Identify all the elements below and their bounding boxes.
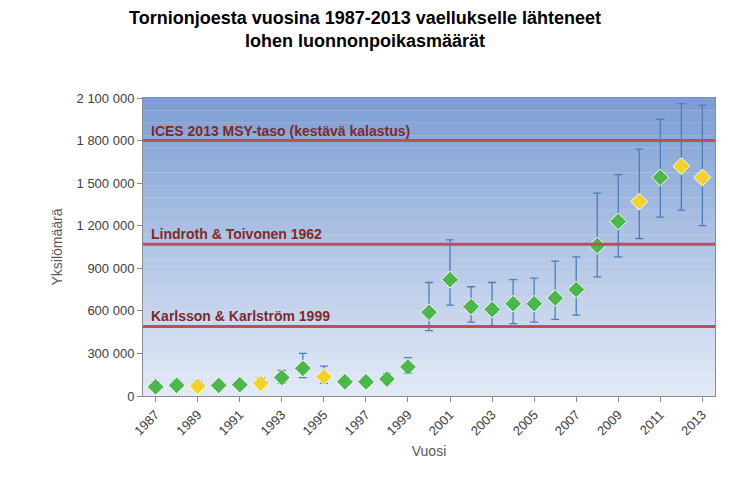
svg-text:600 000: 600 000 xyxy=(87,303,134,318)
svg-text:2003: 2003 xyxy=(468,407,499,438)
svg-text:1 800 000: 1 800 000 xyxy=(77,133,135,148)
svg-text:1991: 1991 xyxy=(215,407,246,438)
svg-text:1995: 1995 xyxy=(300,407,331,438)
svg-text:1989: 1989 xyxy=(173,407,204,438)
svg-text:1993: 1993 xyxy=(257,407,288,438)
svg-text:2013: 2013 xyxy=(678,407,709,438)
svg-text:2005: 2005 xyxy=(510,407,541,438)
svg-text:Yksilömäärä: Yksilömäärä xyxy=(49,208,65,285)
svg-text:2009: 2009 xyxy=(594,407,625,438)
svg-text:1997: 1997 xyxy=(342,407,373,438)
svg-text:2011: 2011 xyxy=(637,407,667,437)
svg-text:Lindroth & Toivonen 1962: Lindroth & Toivonen 1962 xyxy=(151,226,322,242)
svg-text:1999: 1999 xyxy=(384,407,415,438)
svg-text:900 000: 900 000 xyxy=(87,261,134,276)
svg-text:Karlsson & Karlström 1999: Karlsson & Karlström 1999 xyxy=(151,308,330,324)
svg-text:Tornionjoesta vuosina 1987-201: Tornionjoesta vuosina 1987-2013 vaelluks… xyxy=(129,8,601,51)
svg-text:2 100 000: 2 100 000 xyxy=(77,91,135,106)
svg-text:ICES 2013 MSY-taso (kestävä ka: ICES 2013 MSY-taso (kestävä kalastus) xyxy=(151,123,410,139)
svg-text:300 000: 300 000 xyxy=(87,346,134,361)
svg-text:Vuosi: Vuosi xyxy=(412,443,447,459)
svg-text:2001: 2001 xyxy=(426,407,457,438)
svg-text:2007: 2007 xyxy=(552,407,583,438)
svg-text:1 500 000: 1 500 000 xyxy=(77,176,135,191)
svg-text:0: 0 xyxy=(127,389,134,404)
svg-text:1987: 1987 xyxy=(131,407,162,438)
svg-text:1 200 000: 1 200 000 xyxy=(77,218,135,233)
